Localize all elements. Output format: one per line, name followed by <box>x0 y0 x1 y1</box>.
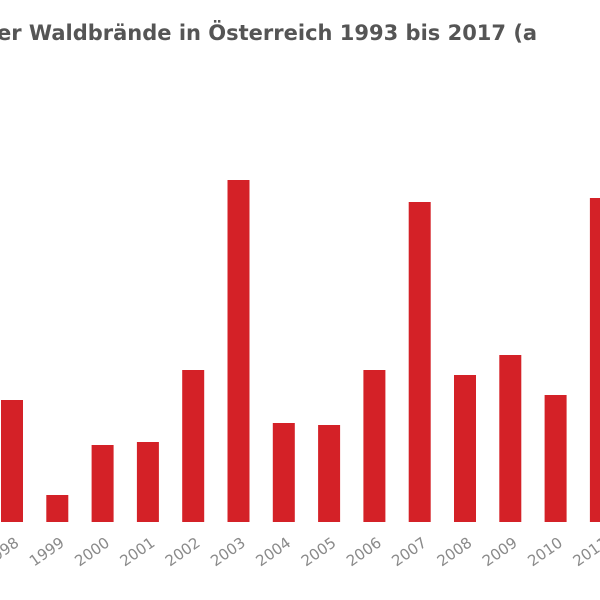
x-tick-label: 2003 <box>207 534 249 571</box>
bar <box>318 425 341 522</box>
bar <box>363 370 386 522</box>
x-tick-label: 2004 <box>252 534 294 571</box>
bar <box>136 442 159 522</box>
x-tick-label: 2010 <box>524 534 566 571</box>
bar <box>227 180 250 522</box>
chart-title: er Waldbrände in Österreich 1993 bis 201… <box>0 20 537 45</box>
bar <box>182 370 205 522</box>
x-tick-label: 2000 <box>71 534 113 571</box>
x-tick-label: 1998 <box>0 534 22 571</box>
x-tick-label: 2006 <box>343 534 385 571</box>
x-tick-label: 1999 <box>26 534 68 571</box>
bar <box>91 445 114 522</box>
bar <box>272 423 295 522</box>
bar <box>46 495 69 522</box>
x-tick-label: 2002 <box>162 534 204 571</box>
bar <box>1 400 23 522</box>
x-tick-label: 2009 <box>479 534 521 571</box>
bar <box>544 395 567 522</box>
bar <box>589 198 600 522</box>
x-tick-label: 2007 <box>388 534 430 571</box>
x-tick-label: 2005 <box>298 534 340 571</box>
bar <box>454 375 476 522</box>
bar <box>408 202 431 522</box>
x-tick-label: 2011 <box>570 534 600 571</box>
x-tick-label: 2008 <box>434 534 476 571</box>
bar <box>499 355 522 522</box>
x-tick-label: 2001 <box>117 534 159 571</box>
